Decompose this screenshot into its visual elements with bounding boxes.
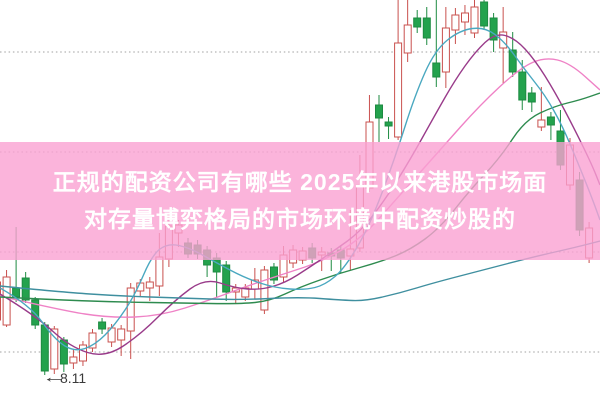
candle-body-up (79, 344, 87, 362)
candle-body-down (518, 71, 527, 101)
low-price-label: 8.11 (60, 370, 87, 386)
candle-body-down (546, 116, 555, 126)
candle-body-up (69, 356, 78, 364)
candle-body-down (222, 264, 231, 293)
candle-body-up (50, 328, 59, 370)
candle-body-down (432, 62, 441, 78)
candle-body-up (0, 281, 1, 321)
candle-body-up (470, 6, 479, 34)
candle-body-up (88, 332, 97, 349)
left-arrow-icon: ← (42, 369, 66, 386)
candle-body-up (155, 256, 164, 287)
candle-body-up (2, 276, 11, 326)
candle-body-up (260, 269, 269, 311)
ma-green (0, 92, 600, 305)
candle-body-down (480, 1, 489, 27)
candle-body-up (117, 328, 126, 341)
candle-body-down (212, 257, 221, 273)
candle-body-down (527, 92, 536, 103)
candle-body-down (489, 17, 498, 41)
overlay-banner: 正规的配资公司有哪些 2025年以来港股市场面 对存量博弈格局的市场环境中配资炒… (0, 142, 600, 260)
candle-body-up (537, 119, 546, 128)
candle-body-down (422, 17, 431, 39)
candle-body-up (145, 281, 154, 289)
banner-title-line2: 对存量博弈格局的市场环境中配资炒股的 (84, 206, 516, 232)
candle-body-down (40, 324, 49, 372)
candle-body-down (270, 266, 278, 281)
candle-body-down (413, 17, 422, 28)
candle-body-up (499, 31, 508, 49)
candle-body-down (31, 299, 40, 326)
candle-body-down (384, 121, 393, 127)
banner-title-line1: 正规的配资公司有哪些 2025年以来港股市场面 (52, 169, 548, 195)
ma-teal-slow (0, 240, 600, 302)
ma-cyan-fast (0, 27, 600, 351)
candle-body-down (98, 321, 107, 330)
candle-body-up (441, 27, 450, 73)
candle-body-up (451, 14, 460, 31)
candle-body-up (403, 24, 412, 54)
candle-body-up (126, 287, 135, 332)
candle-body-up (394, 42, 403, 138)
candle-body-down (508, 49, 517, 73)
candle-body-up (461, 12, 469, 23)
candle-body-up (241, 287, 250, 298)
low-price-annotation: ← 8.11 (42, 369, 86, 387)
candle-body-down (375, 104, 383, 119)
